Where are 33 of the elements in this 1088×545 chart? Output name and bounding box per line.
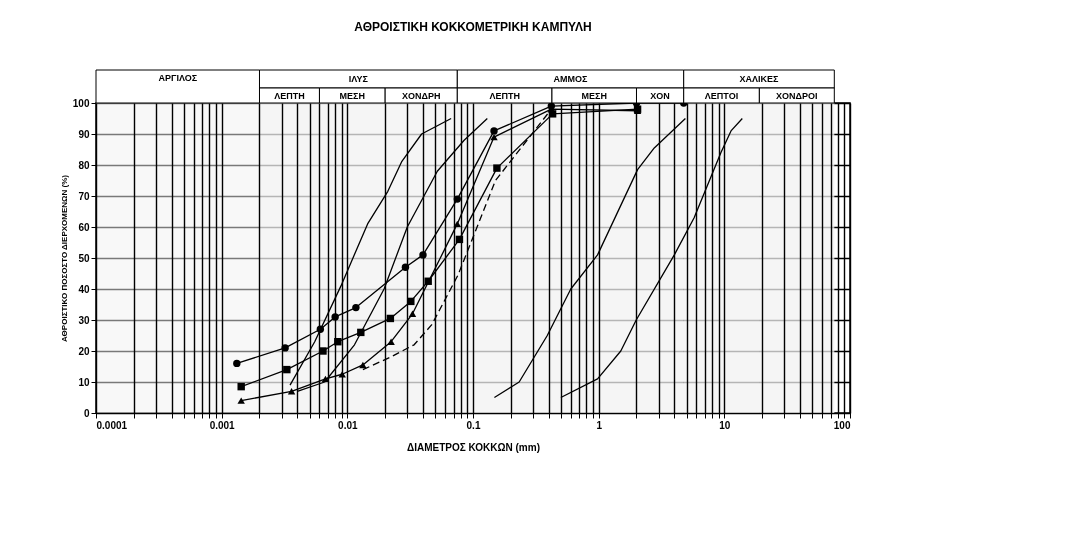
band-label: ΧΟΝΔΡΗ bbox=[401, 90, 441, 101]
y-tick-label: 0 bbox=[83, 407, 90, 419]
band-label: ΜΕΣΗ bbox=[339, 90, 366, 101]
y-axis-title: ΑΘΡΟΙΣΤΙΚΟ ΠΟΣΟΣΤΟ ΔΙΕΡΧΟΜΕΝΩΝ (%) bbox=[59, 174, 69, 342]
x-tick-label: 10 bbox=[719, 419, 731, 431]
x-tick-label: 0.1 bbox=[466, 419, 481, 431]
x-tick-label: 0.01 bbox=[338, 419, 358, 431]
y-tick-label: 50 bbox=[78, 252, 90, 264]
y-tick-label: 90 bbox=[78, 128, 90, 140]
band-label: ΛΕΠΤΟΙ bbox=[704, 90, 739, 101]
y-tick-label: 30 bbox=[78, 314, 90, 326]
y-tick-label: 60 bbox=[78, 221, 90, 233]
x-tick-label: 100 bbox=[833, 419, 851, 431]
chart-title: ΑΘΡΟΙΣΤΙΚΗ ΚΟΚΚΟΜΕΤΡΙΚΗ ΚΑΜΠΥΛΗ bbox=[354, 19, 592, 34]
y-tick-label: 70 bbox=[78, 190, 90, 202]
band-label: ΜΕΣΗ bbox=[581, 90, 607, 101]
band-label: ΛΕΠΤΗ bbox=[274, 90, 305, 101]
x-tick-label: 0.001 bbox=[209, 419, 236, 431]
band-label: ΧΟΝΔΡΟΙ bbox=[776, 90, 818, 101]
y-tick-label: 10 bbox=[78, 376, 90, 388]
band-label: ΛΕΠΤΗ bbox=[489, 90, 520, 101]
y-tick-label: 100 bbox=[72, 97, 90, 109]
y-tick-label: 80 bbox=[78, 159, 90, 171]
band-label: ΑΜΜΟΣ bbox=[553, 74, 589, 84]
y-tick-label: 20 bbox=[78, 345, 90, 357]
x-axis-title: ΔΙΑΜΕΤΡΟΣ ΚΟΚΚΩΝ (mm) bbox=[407, 441, 540, 453]
band-label: ΧΟΝ bbox=[650, 90, 670, 101]
band-label: ΙΛΥΣ bbox=[348, 74, 369, 84]
band-label: ΧΑΛΙΚΕΣ bbox=[739, 74, 780, 84]
x-tick-label: 0.0001 bbox=[96, 419, 128, 431]
x-tick-label: 1 bbox=[596, 419, 603, 431]
y-tick-label: 40 bbox=[78, 283, 90, 295]
band-label: ΑΡΓΙΛΟΣ bbox=[158, 73, 198, 83]
